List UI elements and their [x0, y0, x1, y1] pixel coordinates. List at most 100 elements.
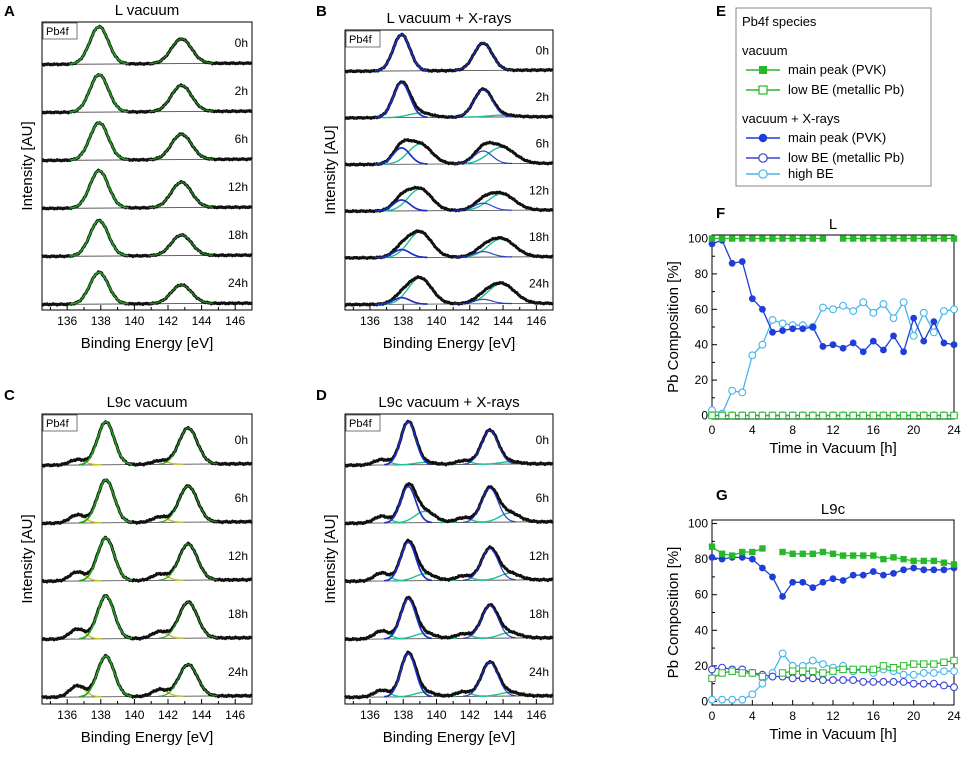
panel-title-g: L9c — [821, 501, 846, 518]
x-tick-label-a-0: 136 — [57, 314, 77, 328]
fit-second-peak-a — [149, 284, 213, 305]
data-point-g-vac_main — [900, 555, 907, 563]
data-point-f-vac_main — [759, 235, 766, 242]
y-tick-label-g-0: 0 — [701, 694, 708, 708]
data-point-g-vac_lowbe — [879, 662, 888, 670]
data-point-f-x_main — [809, 323, 817, 331]
data-point-f-vac_main — [849, 235, 857, 242]
panel-letter-a: A — [4, 3, 15, 20]
trace-label-d-0: 0h — [536, 433, 549, 447]
data-point-f-x_highbe — [748, 351, 757, 360]
data-point-g-x_main — [738, 553, 746, 561]
legend-title: Pb4f species — [742, 14, 817, 29]
data-point-f-vac_main — [749, 235, 756, 242]
data-point-g-vac_main — [880, 555, 887, 563]
data-point-g-vac_main — [870, 552, 877, 559]
data-point-g-x_main — [809, 584, 817, 591]
spectrum-trace-a — [41, 218, 253, 259]
x-tick-label-g-1: 4 — [749, 709, 756, 723]
data-point-g-vac_lowbe — [930, 660, 938, 668]
data-point-f-vac_lowbe — [809, 411, 817, 420]
spectrum-trace-b — [344, 80, 554, 120]
data-point-g-x_lowbe — [829, 676, 837, 685]
fit-main-peak-c — [78, 478, 133, 524]
fit-second-peak-a — [149, 84, 214, 113]
legend-label-4: high BE — [788, 166, 834, 181]
data-point-g-vac_lowbe — [718, 669, 726, 677]
data-point-g-x_highbe — [939, 667, 948, 676]
spectrum-trace-a — [41, 121, 253, 163]
data-point-g-x_lowbe — [909, 679, 918, 688]
data-point-f-x_highbe — [939, 307, 948, 316]
x-tick-label-d-5: 146 — [526, 708, 546, 722]
data-point-f-x_main — [930, 318, 938, 326]
data-point-f-vac_main — [809, 235, 817, 242]
data-point-f-vac_main — [870, 235, 877, 242]
data-point-f-x_main — [920, 337, 928, 345]
data-point-g-vac_main — [708, 543, 716, 550]
trace-label-a-0: 0h — [235, 36, 248, 50]
data-point-f-x_highbe — [849, 307, 858, 316]
x-axis-label-a: Binding Energy [eV] — [81, 335, 214, 352]
data-point-g-vac_lowbe — [849, 665, 857, 674]
data-point-f-x_highbe — [879, 300, 888, 308]
fit-second-peak-d — [463, 547, 516, 581]
data-point-f-x_main — [789, 325, 797, 333]
data-point-f-x_highbe — [889, 314, 898, 323]
data-point-f-vac_lowbe — [940, 411, 948, 420]
legend-marker-2 — [758, 133, 768, 143]
trace-label-c-2: 12h — [228, 549, 248, 563]
data-point-g-vac_lowbe — [748, 669, 757, 677]
trace-label-b-2: 6h — [536, 137, 549, 151]
data-point-g-x_lowbe — [950, 683, 958, 692]
data-point-g-vac_main — [809, 550, 817, 557]
x-tick-label-d-0: 136 — [360, 708, 380, 722]
spectrum-trace-a — [41, 73, 253, 115]
data-point-g-x_highbe — [738, 695, 747, 704]
fit-main-peak-a — [69, 169, 129, 209]
data-point-f-x_highbe — [768, 315, 777, 324]
data-point-f-vac_lowbe — [728, 411, 736, 420]
fit-main-peak-c — [78, 536, 133, 582]
data-point-g-x_lowbe — [879, 677, 888, 686]
y-tick-label-f-2: 40 — [695, 338, 709, 352]
y-tick-label-g-5: 100 — [688, 517, 708, 531]
data-point-g-vac_main — [940, 559, 948, 566]
fit-main-peak-b — [375, 199, 428, 212]
data-point-f-x_main — [738, 258, 746, 265]
data-point-g-vac_lowbe — [889, 663, 898, 672]
data-point-g-x_main — [900, 566, 907, 574]
series-line-f-x_highbe — [711, 300, 955, 415]
data-point-f-vac_lowbe — [788, 411, 797, 420]
data-point-g-vac_lowbe — [899, 662, 908, 670]
x-tick-label-a-2: 140 — [124, 314, 144, 328]
data-point-g-x_main — [748, 555, 756, 563]
panel-title-a: L vacuum — [115, 2, 179, 19]
data-point-f-vac_main — [799, 235, 806, 242]
plot-frame-a — [41, 21, 253, 311]
data-point-f-vac_lowbe — [819, 411, 827, 420]
data-point-g-x_lowbe — [708, 665, 716, 674]
spectrum-trace-c — [41, 420, 253, 468]
y-tick-label-f-5: 100 — [688, 232, 708, 246]
data-point-g-x_lowbe — [889, 677, 898, 686]
fit-second-peak-c — [158, 485, 218, 523]
x-tick-label-g-2: 8 — [789, 709, 796, 723]
data-point-f-x_highbe — [778, 319, 787, 328]
data-point-f-vac_lowbe — [829, 411, 837, 420]
species-tag-b: Pb4f — [349, 34, 373, 46]
x-tick-label-f-3: 12 — [826, 423, 840, 437]
fit-second-peak-a — [149, 133, 214, 161]
data-point-g-x_main — [708, 553, 716, 561]
data-point-g-x_main — [890, 569, 897, 577]
fit-second-peak-b — [453, 89, 513, 118]
data-point-g-x_highbe — [950, 667, 958, 676]
data-point-f-vac_main — [708, 235, 716, 242]
legend-box — [735, 7, 932, 187]
data-point-f-vac_lowbe — [758, 411, 767, 420]
data-point-g-vac_lowbe — [940, 658, 948, 667]
data-point-f-x_highbe — [839, 301, 848, 310]
species-tag-box-a — [42, 22, 78, 40]
data-point-g-x_highbe — [758, 679, 767, 688]
data-point-f-x_main — [849, 339, 857, 347]
